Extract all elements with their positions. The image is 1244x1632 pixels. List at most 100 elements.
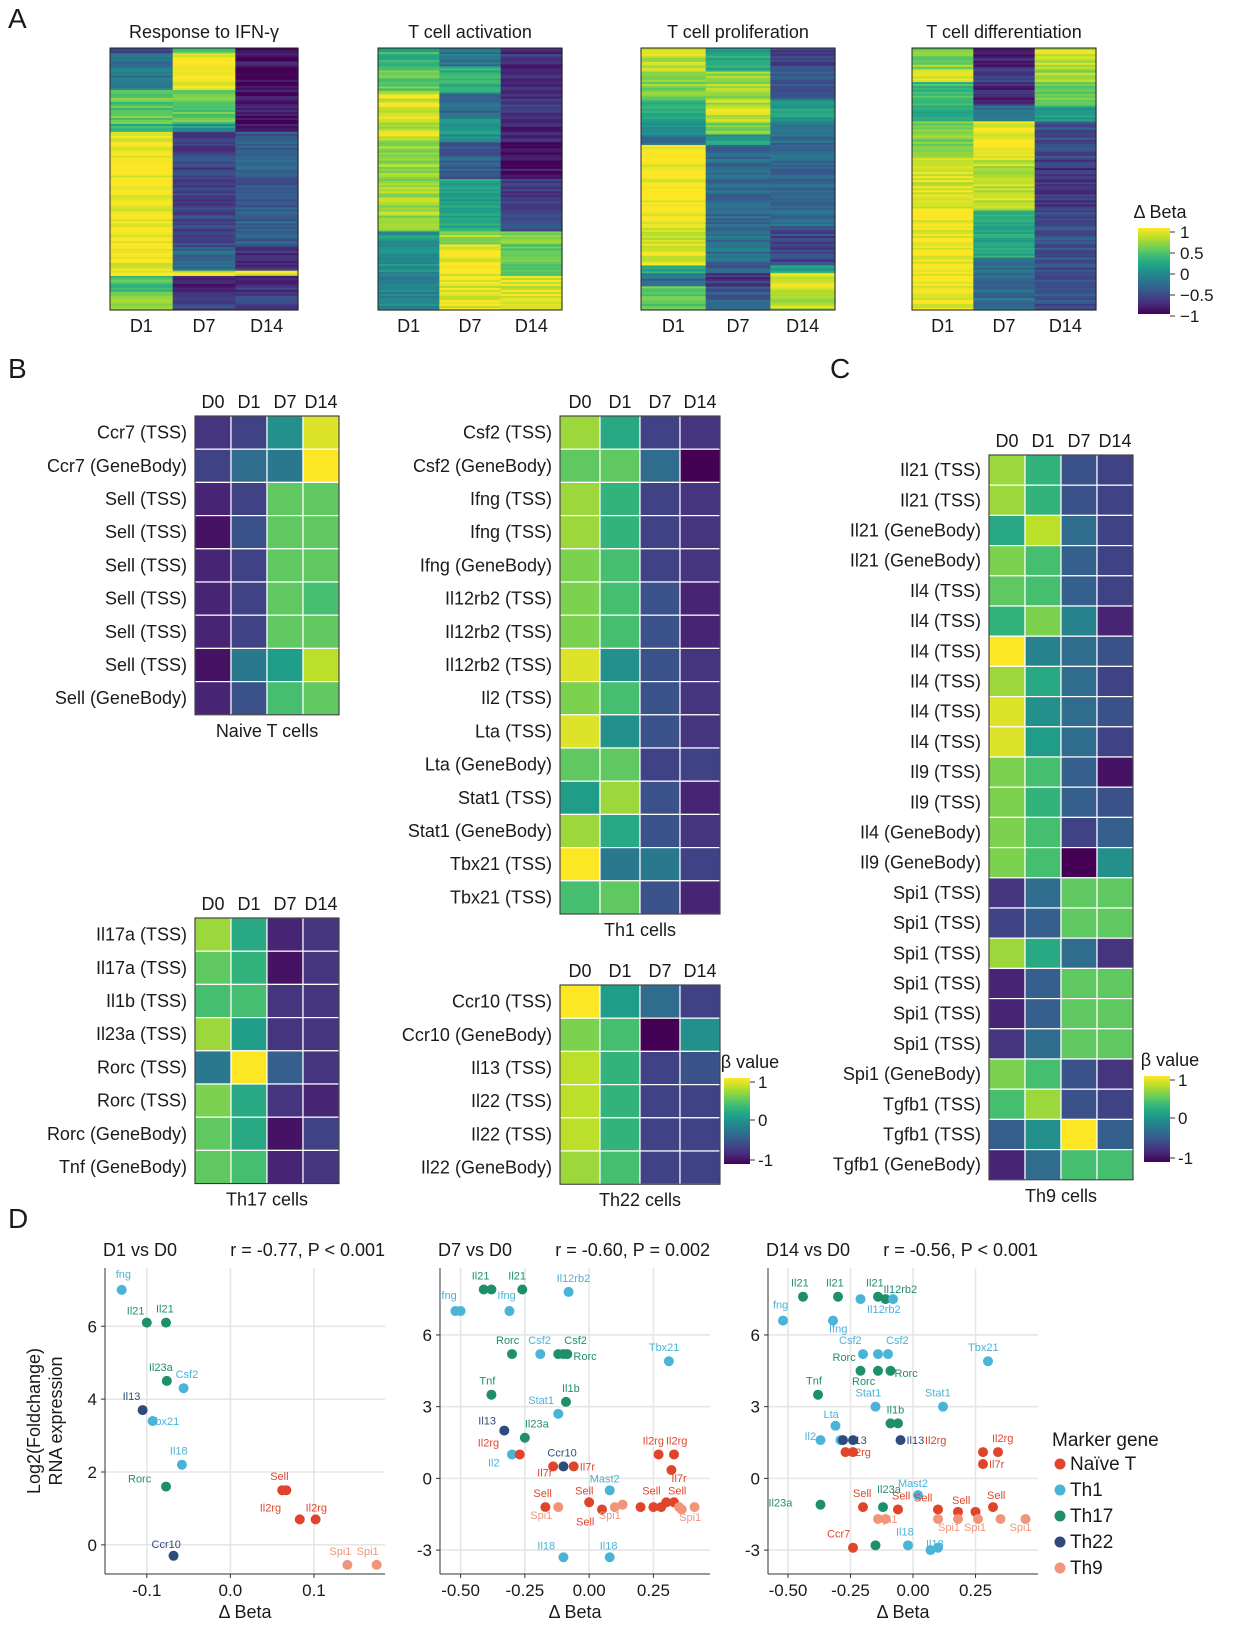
- heatmap-cell: [679, 680, 721, 716]
- heatmap-cell: [266, 448, 304, 484]
- heatmap-a-cell: [500, 258, 563, 261]
- heatmap-a-cell: [235, 51, 299, 54]
- heatmap-a-cell: [705, 77, 771, 81]
- heatmap-cell: [559, 581, 601, 616]
- scatter-point: [507, 1349, 517, 1360]
- heatmap-a-cell: [973, 214, 1036, 217]
- heatmap-a-cell: [770, 112, 836, 116]
- heatmap-a-cell: [378, 122, 440, 126]
- heatmap-a-cell: [378, 98, 440, 102]
- heatmap-a-cell: [770, 245, 836, 249]
- heatmap-a-cell: [235, 89, 299, 93]
- heatmap-a-cell: [641, 218, 707, 221]
- heatmap-a-cell: [500, 130, 563, 134]
- heatmap-a-cell: [235, 233, 299, 236]
- heatmap-a-cell: [912, 259, 974, 263]
- heatmap-cell: [599, 1150, 641, 1185]
- heatmap-a-cell: [110, 95, 174, 99]
- heatmap-a-cell: [500, 86, 563, 90]
- heatmap-a-cell: [770, 280, 836, 284]
- heatmap-a-cell: [110, 91, 174, 95]
- heatmap-cell: [230, 950, 268, 986]
- heatmap-a-cell: [912, 287, 974, 291]
- heatmap-a-col-label: D7: [726, 316, 749, 336]
- heatmap-a-cell: [235, 165, 299, 169]
- heatmap-a-cell: [641, 220, 707, 223]
- heatmap-a-cell: [378, 128, 440, 132]
- heatmap-cell: [559, 747, 601, 782]
- legend-beta-tick-label: 1: [1178, 1071, 1187, 1090]
- heatmap-a-cell: [439, 170, 502, 174]
- scatter-point: [519, 1432, 530, 1443]
- heatmap-a-cell: [912, 196, 974, 199]
- heatmap-a-cell: [973, 172, 1036, 175]
- heatmap-cell: [302, 983, 340, 1019]
- heatmap-a-cell: [235, 101, 299, 105]
- heatmap-a-cell: [500, 209, 563, 213]
- heatmap-a-cell: [770, 251, 836, 255]
- heatmap-a-cell: [110, 231, 174, 234]
- heatmap-a-cell: [378, 277, 440, 281]
- heatmap-a-cell: [500, 179, 563, 182]
- heatmap-cell: [599, 614, 641, 650]
- heatmap-a-cell: [912, 111, 974, 115]
- heatmap-a-cell: [110, 69, 174, 73]
- heatmap-a-cell: [1034, 52, 1097, 55]
- heatmap-a-cell: [973, 97, 1036, 101]
- heatmap-cell: [266, 1083, 304, 1118]
- heatmap-a-cell: [973, 141, 1036, 145]
- heatmap-a-cell: [705, 132, 771, 136]
- heatmap-a-cell: [110, 169, 174, 173]
- heatmap-a-cell: [912, 261, 974, 265]
- heatmap-a-cell: [973, 283, 1036, 287]
- heatmap-a-cell: [641, 247, 707, 251]
- heatmap-a-cell: [378, 170, 440, 174]
- heatmap-a-cell: [378, 168, 440, 172]
- heatmap-a-cell: [1034, 135, 1097, 139]
- heatmap-a-cell: [973, 137, 1036, 141]
- heatmap-a-cell: [973, 127, 1036, 131]
- heatmap-cell: [230, 917, 268, 952]
- heatmap-cell: [1096, 665, 1134, 698]
- heatmap-a-cell: [705, 123, 771, 126]
- heatmap-a-cell: [1034, 178, 1097, 181]
- heatmap-row-label: Il13 (TSS): [471, 1058, 552, 1078]
- heatmap-a-cell: [770, 96, 836, 99]
- heatmap-a-cell: [641, 123, 707, 126]
- heatmap-cell: [1060, 695, 1098, 728]
- heatmap-a-cell: [439, 246, 502, 250]
- heatmap-cell: [266, 514, 304, 550]
- heatmap-a-cell: [378, 207, 440, 211]
- heatmap-a-cell: [770, 104, 836, 108]
- heatmap-a-cell: [973, 301, 1036, 305]
- heatmap-cell: [988, 816, 1026, 849]
- heatmap-a-cell: [110, 147, 174, 151]
- heatmap-a-cell: [235, 260, 299, 264]
- heatmap-a-cell: [1034, 137, 1097, 141]
- heatmap-a-cell: [912, 245, 974, 249]
- heatmap-a-cell: [500, 270, 563, 273]
- heatmap-a-cell: [172, 119, 236, 123]
- heatmap-cell: [194, 983, 232, 1019]
- heatmap-a-cell: [641, 162, 707, 166]
- point-label: Il13: [849, 1435, 867, 1447]
- heatmap-a-cell: [110, 215, 174, 218]
- heatmap-a-cell: [1034, 247, 1097, 251]
- heatmap-a-cell: [912, 307, 974, 311]
- heatmap-a-cell: [439, 191, 502, 194]
- heatmap-a-cell: [641, 194, 707, 198]
- heatmap-a-cell: [110, 153, 174, 157]
- heatmap-a-col-label: D1: [662, 316, 685, 336]
- heatmap-a-cell: [439, 132, 502, 136]
- point-label: Spi1: [357, 1546, 379, 1558]
- heatmap-a-cell: [705, 115, 771, 118]
- heatmap-a-cell: [912, 64, 974, 68]
- scatter-point: [893, 1504, 903, 1515]
- heatmap-a-cell: [500, 191, 563, 194]
- heatmap-a-cell: [500, 281, 563, 285]
- heatmap-a-cell: [439, 74, 502, 78]
- heatmap-a-cell: [439, 233, 502, 236]
- heatmap-a-cell: [172, 264, 236, 268]
- heatmap-a-cell: [705, 81, 771, 85]
- heatmap-a-cell: [235, 254, 299, 258]
